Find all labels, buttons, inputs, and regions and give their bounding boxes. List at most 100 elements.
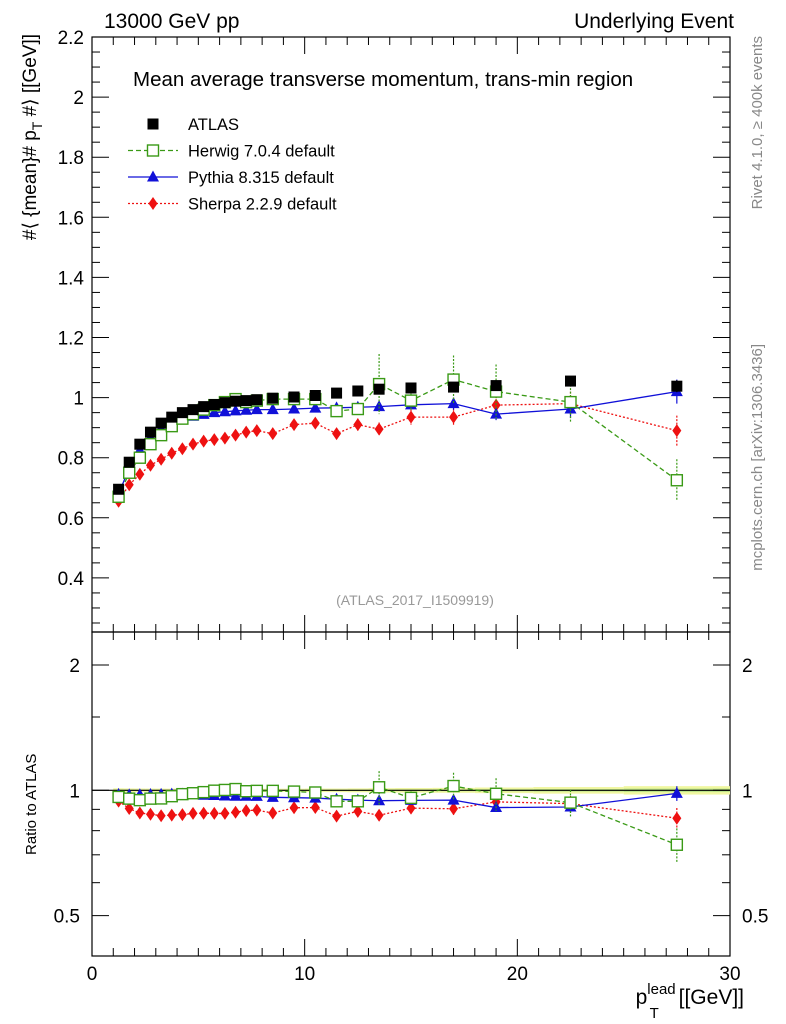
ratio-y-tick-label-right: 1 bbox=[742, 781, 753, 802]
main-sherpa-point bbox=[188, 437, 198, 451]
main-atlas-point bbox=[405, 382, 417, 394]
main-y-axis-label-b: #⟩ [[GeV]] bbox=[20, 34, 41, 122]
main-sherpa-point bbox=[289, 418, 299, 432]
main-y-axis-label-sub: T bbox=[29, 121, 45, 130]
main-y-tick-label: 1.8 bbox=[58, 148, 84, 169]
ratio-y-tick-label: 1 bbox=[69, 781, 80, 802]
x-axis-label-rest: [[GeV]] bbox=[673, 986, 744, 1009]
main-sherpa bbox=[114, 391, 682, 508]
ratio-herwig-point bbox=[133, 793, 147, 807]
main-atlas-point bbox=[176, 407, 188, 419]
ratio-herwig-point bbox=[309, 786, 322, 799]
ratio-sherpa-point bbox=[231, 805, 241, 819]
ratio-herwig-point bbox=[489, 787, 503, 800]
main-pythia-point bbox=[266, 403, 279, 415]
main-atlas-point bbox=[267, 392, 279, 404]
ratio-herwig-point bbox=[144, 792, 157, 805]
x-axis-label-sup: lead bbox=[647, 981, 675, 998]
legend-label-herwig: Herwig 7.0.4 default bbox=[188, 143, 335, 161]
x-tick-label: 30 bbox=[719, 964, 740, 985]
main-sherpa-point bbox=[199, 434, 209, 448]
main-herwig-point bbox=[154, 428, 168, 442]
main-y-tick-label: 1 bbox=[73, 389, 84, 410]
legend-marker-pythia bbox=[147, 170, 159, 182]
analysis-label: (ATLAS_2017_I1509919) bbox=[336, 592, 494, 608]
ratio-sherpa-point bbox=[374, 808, 384, 822]
ratio-sherpa-point bbox=[332, 809, 342, 823]
ratio-sherpa-point bbox=[310, 801, 320, 815]
ratio-herwig-point bbox=[670, 838, 684, 851]
ratio-herwig-point bbox=[564, 796, 577, 809]
ratio-axis-ticks: 0.5 0.51 12 20 10 20 30 bbox=[54, 632, 768, 985]
ratio-y-tick-label: 2 bbox=[69, 656, 80, 677]
main-pythia-point bbox=[240, 403, 253, 415]
main-atlas-point bbox=[671, 380, 683, 392]
main-sherpa-point bbox=[220, 431, 230, 445]
main-sherpa-point bbox=[672, 424, 682, 438]
ratio-herwig-point bbox=[287, 785, 301, 798]
main-herwig-point bbox=[123, 466, 136, 479]
ratio-herwig-point bbox=[112, 790, 125, 804]
main-atlas-point bbox=[373, 383, 385, 395]
main-atlas-point bbox=[331, 387, 343, 399]
ratio-sherpa-point bbox=[135, 806, 145, 820]
main-atlas-point bbox=[565, 375, 576, 387]
ratio-sherpa-point bbox=[353, 804, 363, 818]
header-right-title: Underlying Event bbox=[574, 10, 734, 33]
main-atlas-point bbox=[187, 404, 199, 416]
ratio-y-axis-label: Ratio to ATLAS bbox=[23, 754, 40, 855]
legend: ATLAS Herwig 7.0.4 default Pythia 8.315 de… bbox=[128, 116, 337, 214]
ratio-sherpa-point bbox=[449, 802, 459, 816]
ratio-sherpa-point bbox=[252, 803, 262, 817]
main-sherpa-point bbox=[252, 424, 262, 438]
main-sherpa-point bbox=[167, 446, 177, 460]
main-pythia-point bbox=[309, 401, 322, 413]
main-sherpa-point bbox=[406, 410, 416, 424]
main-y-tick-label: 1.2 bbox=[58, 329, 84, 350]
ratio-herwig-point bbox=[208, 784, 221, 797]
main-sherpa-point bbox=[353, 418, 363, 432]
legend-marker-atlas bbox=[147, 118, 159, 130]
main-pythia-point bbox=[250, 403, 263, 415]
main-y-tick-label: 2.2 bbox=[58, 28, 84, 49]
ratio-sherpa bbox=[114, 794, 682, 830]
main-atlas-point bbox=[352, 385, 364, 397]
legend-label-atlas: ATLAS bbox=[188, 116, 239, 134]
main-herwig-point bbox=[404, 394, 418, 407]
main-herwig-point bbox=[351, 402, 365, 416]
main-herwig-point bbox=[144, 437, 157, 451]
main-sherpa-point bbox=[231, 428, 241, 442]
ratio-herwig-point bbox=[186, 787, 200, 800]
main-pythia bbox=[112, 379, 683, 499]
ratio-herwig-point bbox=[330, 795, 343, 808]
main-atlas-point bbox=[198, 401, 210, 413]
legend-label-pythia: Pythia 8.315 default bbox=[188, 169, 334, 187]
ratio-herwig-point bbox=[165, 789, 178, 803]
main-y-tick-label: 0.4 bbox=[58, 569, 85, 590]
main-atlas-point bbox=[490, 380, 502, 392]
mcplots-label: mcplots.cern.ch [arXiv:1306.3436] bbox=[749, 344, 766, 571]
main-sherpa-point bbox=[135, 467, 145, 481]
ratio-sherpa-point bbox=[220, 806, 230, 820]
x-axis-label-p: p bbox=[636, 986, 648, 1009]
ratio-y-tick-label-right: 0.5 bbox=[742, 907, 768, 928]
ratio-herwig-point bbox=[266, 784, 279, 798]
x-tick-label: 10 bbox=[294, 964, 315, 985]
main-sherpa-point bbox=[268, 427, 278, 441]
main-atlas-point bbox=[219, 397, 231, 409]
main-herwig-point bbox=[133, 451, 147, 464]
ratio-sherpa-point bbox=[145, 807, 155, 821]
x-axis-label-sub: T bbox=[650, 1005, 659, 1022]
ratio-sherpa-point bbox=[199, 806, 209, 820]
main-y-tick-label: 1.6 bbox=[58, 208, 84, 229]
ratio-herwig-point bbox=[229, 782, 242, 796]
main-y-tick-label: 0.8 bbox=[58, 449, 84, 470]
main-atlas-point bbox=[144, 426, 156, 438]
ratio-herwig-point bbox=[176, 787, 189, 801]
ratio-herwig-point bbox=[250, 784, 264, 798]
main-herwig-point bbox=[330, 404, 343, 418]
legend-marker-herwig bbox=[146, 144, 160, 157]
ratio-herwig-point bbox=[154, 792, 168, 805]
rivet-label: Rivet 4.1.0, ≥ 400k events bbox=[749, 36, 766, 209]
main-herwig bbox=[112, 354, 684, 503]
